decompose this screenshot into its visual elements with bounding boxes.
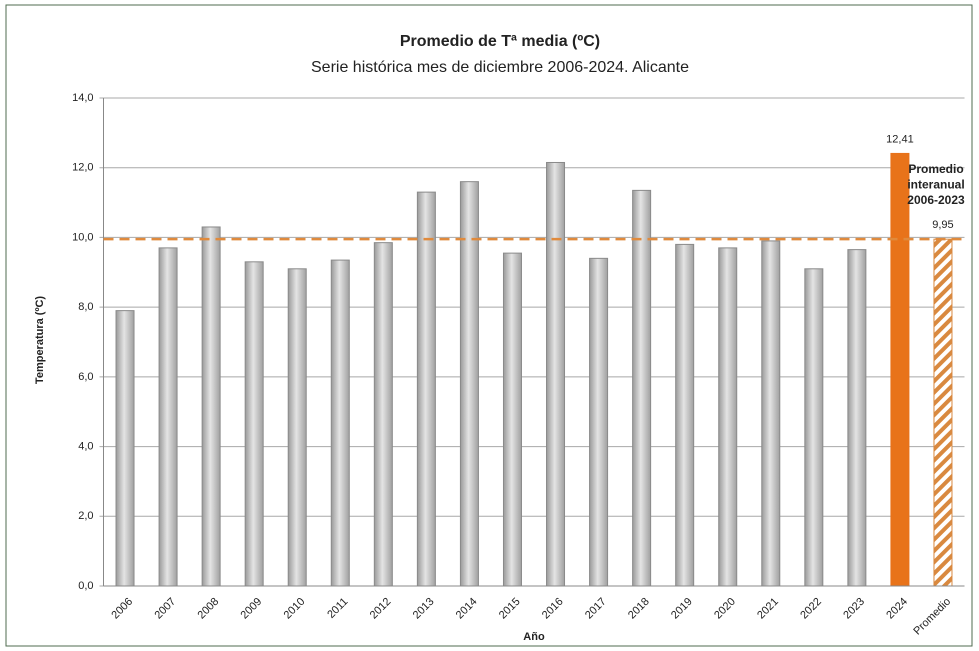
bar — [459, 181, 479, 587]
y-tick-label: 8,0 — [78, 301, 93, 313]
chart-frame — [5, 4, 973, 647]
bar — [115, 310, 135, 587]
bar — [201, 226, 221, 587]
bar — [675, 243, 695, 587]
y-axis-label: Temperatura (ºC) — [34, 296, 46, 384]
reference-label: 2006-2023 — [907, 193, 965, 207]
bar — [416, 191, 436, 587]
bar — [718, 247, 738, 587]
reference-label: Promedio — [908, 162, 963, 176]
bar — [546, 161, 566, 587]
bar — [933, 238, 953, 587]
bar — [502, 252, 522, 587]
x-axis-label: Año — [523, 631, 545, 643]
bar — [847, 249, 867, 587]
y-tick-label: 0,0 — [78, 580, 93, 592]
value-label: 12,41 — [886, 133, 914, 145]
bar — [244, 261, 264, 587]
y-tick-label: 4,0 — [78, 440, 93, 452]
bar — [761, 240, 781, 587]
y-tick-label: 2,0 — [78, 510, 93, 522]
chart-subtitle: Serie histórica mes de diciembre 2006-20… — [311, 59, 689, 76]
bar — [287, 268, 307, 587]
bar — [589, 257, 609, 587]
bar — [890, 152, 910, 587]
y-tick-label: 10,0 — [72, 231, 93, 243]
y-tick-label: 14,0 — [72, 92, 93, 104]
bar — [158, 247, 178, 587]
value-label: 9,95 — [932, 219, 953, 231]
bar — [804, 268, 824, 587]
chart-title: Promedio de Tª media (ºC) — [400, 33, 600, 50]
bar — [330, 259, 350, 587]
bar — [373, 242, 393, 587]
bar — [632, 189, 652, 587]
y-tick-label: 6,0 — [78, 371, 93, 383]
reference-label: interanual — [907, 178, 964, 192]
y-tick-label: 12,0 — [72, 162, 93, 174]
